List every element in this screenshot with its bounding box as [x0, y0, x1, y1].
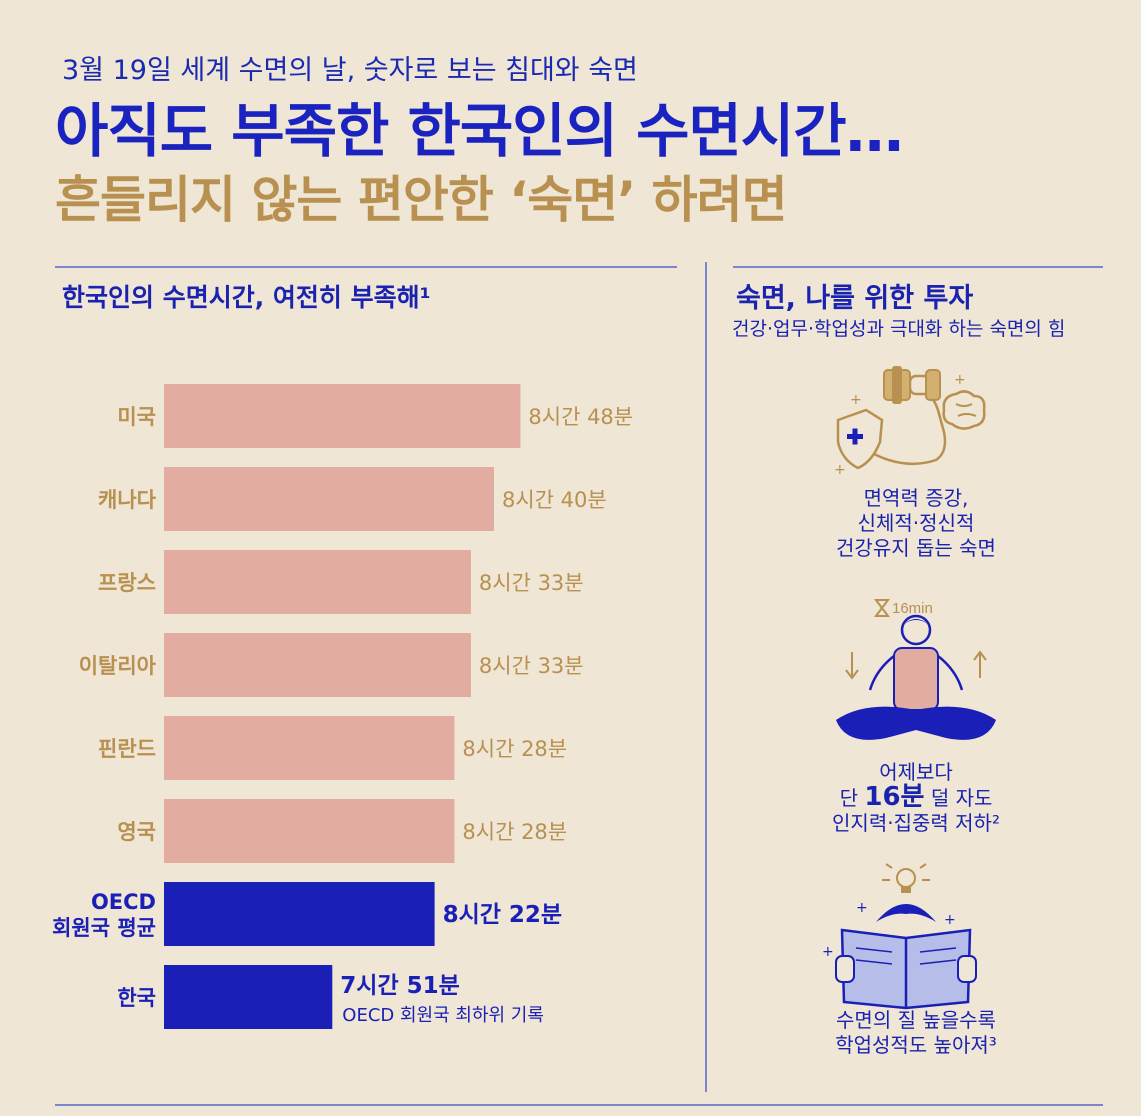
value-label-5: 8시간 28분 — [462, 820, 567, 844]
svg-text:+: + — [834, 462, 846, 478]
item1-line3: 건강유지 돕는 숙면 — [836, 536, 996, 560]
category-label-6-1: 회원국 평균 — [52, 916, 156, 940]
timer-label: 16min — [892, 600, 933, 617]
category-label-6-0: OECD — [91, 890, 156, 914]
bar-0 — [164, 384, 521, 448]
bar-5 — [164, 799, 455, 863]
item1-line1: 면역력 증강, — [863, 486, 969, 510]
item1-caption: 면역력 증강, 신체적·정신적 건강유지 돕는 숙면 — [756, 486, 1076, 561]
category-label-1: 캐나다 — [98, 488, 157, 512]
right-section-subtitle: 건강·업무·학업성과 극대화 하는 숙면의 힘 — [732, 318, 1066, 340]
value-label-6: 8시간 22분 — [443, 902, 562, 928]
right-divider — [733, 266, 1103, 268]
item3-line1: 수면의 질 높을수록 — [836, 1008, 996, 1032]
bottom-divider — [55, 1104, 1103, 1106]
item2-line2-pre: 단 — [839, 786, 865, 810]
category-label-2: 프랑스 — [98, 571, 156, 595]
svg-text:+: + — [944, 912, 956, 928]
annotation-label: OECD 회원국 최하위 기록 — [342, 1005, 544, 1026]
vertical-divider — [705, 262, 707, 1092]
item3-caption: 수면의 질 높을수록 학업성적도 높아져³ — [756, 1008, 1076, 1058]
item2-line2-post: 덜 자도 — [924, 786, 993, 810]
item2-line2: 단 16분 덜 자도 — [756, 782, 1076, 812]
bar-2 — [164, 550, 471, 614]
value-label-3: 8시간 33분 — [479, 654, 584, 678]
value-label-1: 8시간 40분 — [502, 488, 607, 512]
value-label-7: 7시간 51분 — [340, 973, 460, 999]
page-subtitle: 흔들리지 않는 편안한 ‘숙면’ 하려면 — [55, 171, 788, 229]
left-section-title: 한국인의 수면시간, 여전히 부족해¹ — [62, 283, 431, 312]
svg-text:+: + — [850, 392, 862, 408]
page-title: 아직도 부족한 한국인의 수면시간… — [55, 97, 904, 165]
svg-text:+: + — [954, 372, 966, 388]
svg-text:+: + — [856, 900, 868, 916]
category-label-3: 이탈리아 — [79, 654, 157, 678]
category-label-0: 미국 — [117, 405, 156, 429]
dumbbell-arm-brain-shield-icon: + + + — [834, 366, 986, 478]
left-divider — [55, 266, 677, 268]
value-label-0: 8시간 48분 — [528, 405, 633, 429]
category-label-5: 영국 — [117, 820, 156, 844]
item2-line1: 어제보다 — [879, 760, 953, 784]
bar-1 — [164, 467, 494, 531]
svg-text:+: + — [822, 944, 834, 960]
item3-line2: 학업성적도 높아져³ — [835, 1033, 997, 1057]
item2-line3: 인지력·집중력 저하² — [832, 811, 1000, 835]
bar-6 — [164, 882, 435, 946]
item2-caption: 어제보다 단 16분 덜 자도 인지력·집중력 저하² — [756, 760, 1076, 836]
category-label-7: 한국 — [117, 986, 156, 1010]
value-label-2: 8시간 33분 — [479, 571, 584, 595]
value-label-4: 8시간 28분 — [462, 737, 567, 761]
bar-4 — [164, 716, 455, 780]
item1-line2: 신체적·정신적 — [857, 511, 975, 535]
bar-7 — [164, 965, 333, 1029]
reading-book-lightbulb-icon: + + + — [822, 863, 977, 1010]
bar-3 — [164, 633, 471, 697]
kicker-text: 3월 19일 세계 수면의 날, 숫자로 보는 침대와 숙면 — [62, 55, 638, 86]
right-section-title: 숙면, 나를 위한 투자 — [736, 283, 974, 314]
meditation-icon: 16min — [836, 599, 996, 740]
category-label-4: 핀란드 — [98, 737, 156, 761]
item2-line2-big: 16분 — [864, 782, 925, 812]
